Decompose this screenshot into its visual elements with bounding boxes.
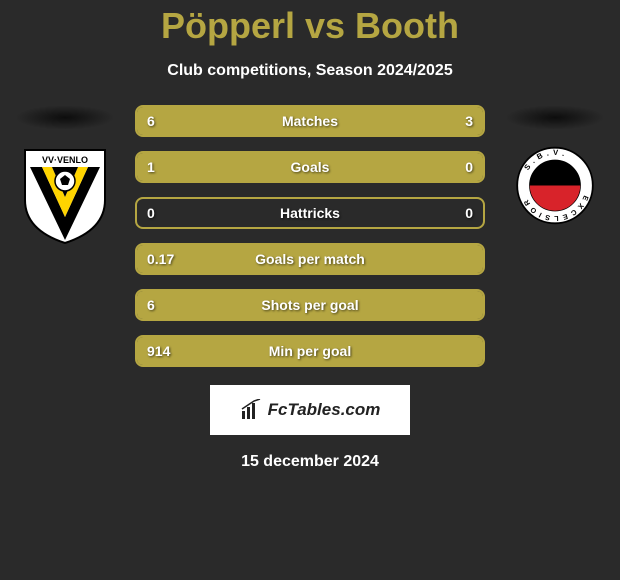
stat-right-value: 3 — [465, 113, 473, 129]
stat-bars: 6 Matches 3 1 Goals 0 0 Hattricks 0 0.17… — [135, 105, 485, 367]
left-team-crest: VV·VENLO — [20, 145, 110, 245]
brand-text: FcTables.com — [268, 400, 381, 420]
stat-label: Goals — [137, 159, 483, 175]
subtitle: Club competitions, Season 2024/2025 — [0, 62, 620, 80]
left-side: VV·VENLO — [10, 105, 120, 245]
stat-bar: 1 Goals 0 — [135, 151, 485, 183]
brand-badge: FcTables.com — [210, 385, 410, 435]
right-side: S . B . V . E X C E L S I O R — [500, 105, 610, 235]
stat-right-value: 0 — [465, 205, 473, 221]
right-team-crest: S . B . V . E X C E L S I O R — [510, 145, 600, 235]
stat-label: Matches — [137, 113, 483, 129]
brand-chart-icon — [240, 399, 262, 421]
page-title: Pöpperl vs Booth — [0, 0, 620, 47]
stat-bar: 0.17 Goals per match — [135, 243, 485, 275]
stat-bar: 6 Shots per goal — [135, 289, 485, 321]
stat-bar: 914 Min per goal — [135, 335, 485, 367]
stat-label: Min per goal — [137, 343, 483, 359]
comparison-content: VV·VENLO 6 Matches 3 1 Goals 0 — [0, 105, 620, 367]
stat-right-value: 0 — [465, 159, 473, 175]
stat-bar: 6 Matches 3 — [135, 105, 485, 137]
stat-bar: 0 Hattricks 0 — [135, 197, 485, 229]
svg-text:VV·VENLO: VV·VENLO — [42, 155, 88, 165]
stat-label: Goals per match — [137, 251, 483, 267]
player-shadow-right — [505, 105, 605, 130]
player-shadow-left — [15, 105, 115, 130]
date-stamp: 15 december 2024 — [0, 453, 620, 471]
stat-label: Hattricks — [137, 205, 483, 221]
stat-label: Shots per goal — [137, 297, 483, 313]
